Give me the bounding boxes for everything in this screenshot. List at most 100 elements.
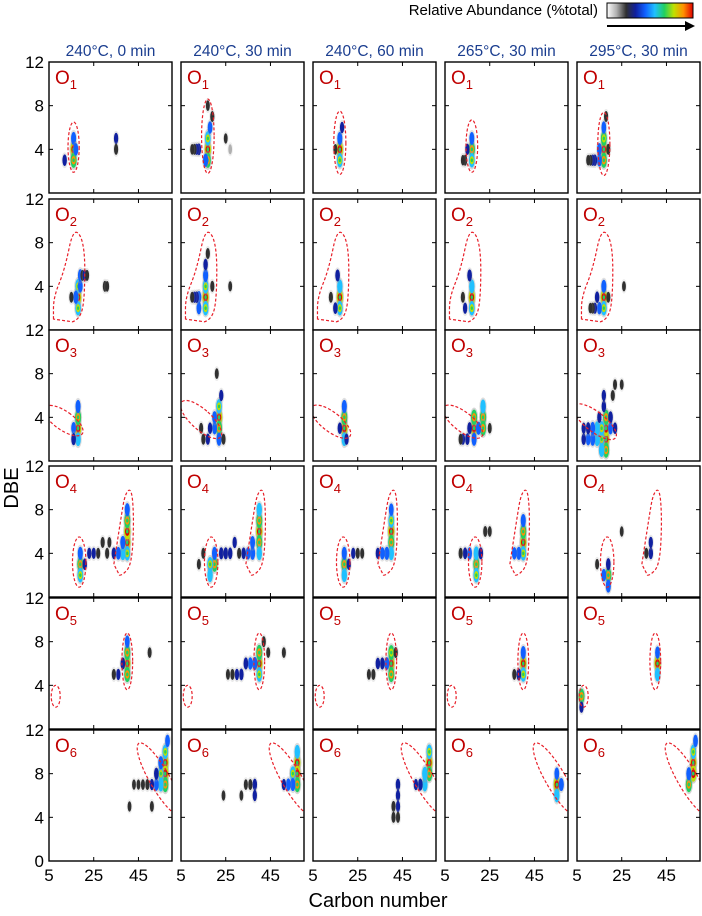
abundance-spot [228, 144, 233, 155]
abundance-spot [579, 701, 584, 713]
panel: O4 [312, 465, 437, 598]
panel: O1 [48, 61, 173, 194]
abundance-spot-peak [475, 562, 478, 567]
y-tick-label: 12 [25, 589, 44, 608]
abundance-spot-peak [607, 573, 610, 578]
abundance-spot [590, 432, 596, 446]
condition-title: 240°C, 60 min [325, 43, 423, 60]
class-label: O1 [451, 68, 473, 92]
panel: O6 [180, 729, 305, 862]
abundance-spot [232, 536, 237, 549]
abundance-spot [105, 280, 110, 292]
abundance-spot-peak [522, 551, 525, 556]
panel-frame [576, 597, 701, 730]
class-label-base: O [319, 68, 334, 89]
abundance-spot [596, 153, 602, 167]
class-envelope [314, 684, 325, 708]
panel: O1 [576, 61, 701, 194]
class-label-base: O [55, 472, 70, 493]
abundance-spot [480, 399, 486, 414]
abundance-spot [467, 547, 472, 560]
panel-frame [180, 465, 305, 598]
abundance-spot-peak [522, 672, 525, 677]
abundance-spot-peak [204, 295, 207, 300]
panel-frame [48, 465, 173, 598]
class-label-base: O [319, 736, 334, 757]
class-label-sub: 2 [598, 214, 605, 229]
panel-background [313, 466, 436, 597]
abundance-spot [239, 668, 244, 681]
panel-frame [180, 597, 305, 730]
abundance-spot-peak [522, 529, 525, 534]
abundance-spot [467, 422, 472, 435]
class-label-sub: 5 [202, 613, 209, 628]
abundance-spot-peak [555, 782, 559, 787]
abundance-spot-peak [470, 158, 473, 163]
panel: O6 [444, 729, 569, 862]
panel: O1 [180, 61, 305, 194]
abundance-spot [252, 778, 258, 791]
abundance-spot-peak [257, 529, 261, 534]
abundance-spot [516, 546, 522, 560]
class-label: O4 [319, 472, 341, 496]
abundance-spot [344, 433, 349, 445]
abundance-spot-peak [76, 415, 80, 420]
panel-background [577, 62, 700, 193]
abundance-spot [158, 777, 164, 792]
abundance-spot [96, 547, 101, 559]
abundance-spot-peak [604, 426, 608, 431]
class-envelope [245, 489, 267, 576]
abundance-spot [239, 790, 244, 801]
class-label: O5 [583, 604, 605, 628]
x-axis-label: Carbon number [309, 890, 448, 912]
panel-frame [180, 729, 305, 862]
abundance-spot-peak [208, 562, 212, 567]
abundance-spot [391, 800, 396, 812]
class-label-sub: 1 [202, 77, 209, 92]
abundance-spot [605, 558, 611, 571]
abundance-spot [333, 302, 338, 315]
panel: O5 [312, 597, 437, 730]
abundance-spot-peak [521, 661, 525, 666]
abundance-spot [87, 547, 92, 560]
abundance-spot [207, 568, 213, 583]
abundance-spot [371, 668, 376, 680]
class-envelope [335, 536, 351, 588]
condition-title: 265°C, 30 min [457, 43, 555, 60]
abundance-spot [75, 399, 81, 414]
abundance-spot [153, 778, 159, 791]
abundance-spot [594, 421, 600, 436]
class-envelope [649, 632, 662, 691]
panel: O3 [180, 329, 305, 462]
panel: O5 [180, 597, 305, 730]
abundance-spot [693, 734, 698, 748]
abundance-spot-peak [206, 147, 210, 152]
panel-background [49, 598, 172, 729]
panel: O4 [444, 465, 569, 598]
panel-background [49, 466, 172, 597]
abundance-spot-peak [296, 771, 299, 776]
abundance-spot [418, 778, 423, 791]
abundance-spot-peak [217, 426, 221, 431]
panel: O4 [48, 465, 173, 598]
class-envelope [50, 684, 61, 708]
abundance-spot-peak [475, 573, 478, 577]
condition-title: 240°C, 30 min [193, 43, 291, 60]
x-tick-label: 5 [572, 866, 581, 885]
panel: O6 [576, 729, 701, 862]
class-label: O3 [187, 336, 209, 360]
panel: O6 [312, 729, 437, 862]
abundance-spot [594, 291, 600, 304]
abundance-spot-peak [389, 529, 393, 534]
class-envelope [67, 121, 80, 173]
abundance-spot-peak [291, 771, 294, 776]
class-label-base: O [319, 472, 334, 493]
y-tick-label: 12 [25, 721, 44, 740]
y-tick-label: 4 [35, 544, 44, 563]
abundance-spot [132, 779, 136, 790]
abundance-spot [469, 279, 475, 294]
abundance-spot-peak [79, 562, 82, 567]
y-tick-label: 12 [25, 321, 44, 340]
abundance-spot-peak [296, 760, 299, 765]
class-label: O2 [55, 205, 77, 229]
